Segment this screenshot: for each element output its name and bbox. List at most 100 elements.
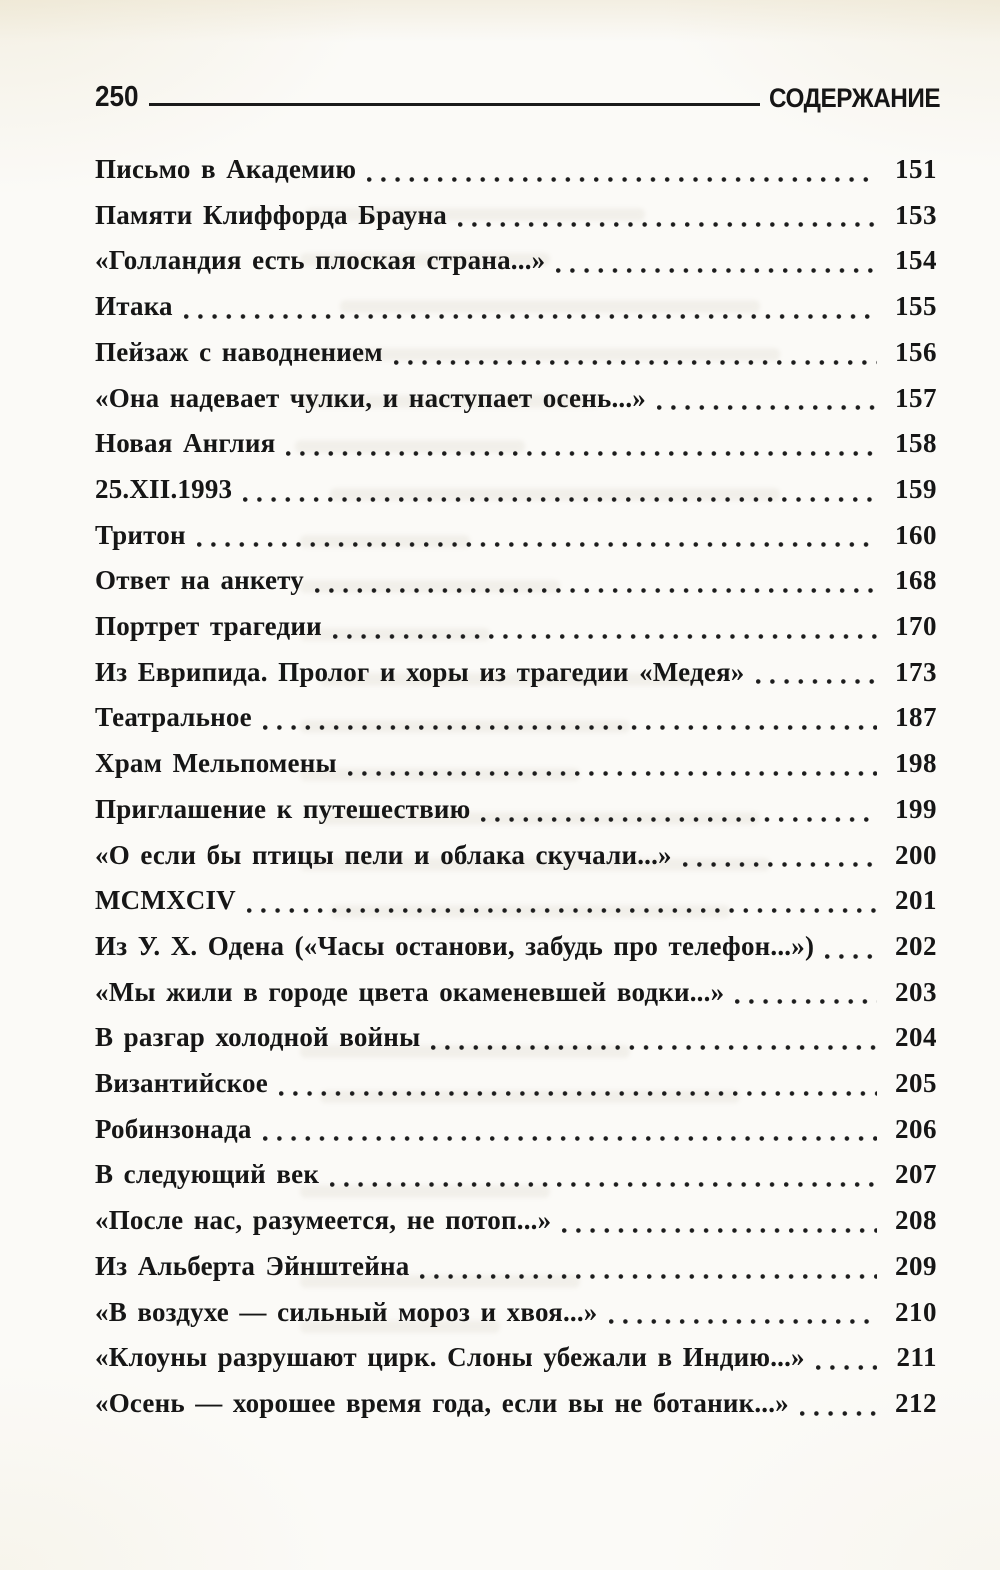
toc-entry: 25.XII.1993 159 bbox=[95, 467, 937, 513]
toc-entry-page: 208 bbox=[895, 1205, 937, 1236]
toc-entry: В разгар холодной войны 204 bbox=[95, 1015, 937, 1061]
toc-entry-title: «Мы жили в городе цвета окаменевшей водк… bbox=[95, 976, 725, 1007]
toc-entry: Ответ на анкету 168 bbox=[95, 558, 937, 604]
dot-leader bbox=[814, 1335, 878, 1381]
dot-leader bbox=[607, 1290, 878, 1336]
toc-entry-page: 210 bbox=[895, 1296, 937, 1327]
dot-leader bbox=[331, 604, 878, 650]
toc-entry-title: Робинзонада bbox=[95, 1113, 252, 1144]
toc-entry-title: «Она надевает чулки, и наступает осень..… bbox=[95, 382, 646, 413]
toc-entry-page: 203 bbox=[895, 976, 937, 1007]
header-rule bbox=[149, 103, 760, 106]
toc-entry-page: 206 bbox=[895, 1113, 937, 1144]
toc-entry-page: 160 bbox=[895, 519, 937, 550]
toc-entry-page: 200 bbox=[895, 839, 937, 870]
toc-entry: «Голландия есть плоская страна...» 154 bbox=[95, 238, 937, 284]
toc-entry-title: Портрет трагедии bbox=[95, 611, 322, 642]
toc-entry: Письмо в Академию 151 bbox=[95, 147, 937, 193]
toc-entry: Тритон 160 bbox=[95, 513, 937, 559]
toc-entry-page: 156 bbox=[895, 336, 937, 367]
toc-entry-title: Памяти Клиффорда Брауна bbox=[95, 199, 447, 230]
dot-leader bbox=[560, 1198, 877, 1244]
toc-entry-title: Храм Мельпомены bbox=[95, 748, 337, 779]
toc-entry: «Клоуны разрушают цирк. Слоны убежали в … bbox=[95, 1335, 937, 1381]
toc-entry: Театральное 187 bbox=[95, 695, 937, 741]
toc-entry-title: Письмо в Академию bbox=[95, 154, 357, 184]
toc-list: Письмо в Академию 151 Памяти Клиффорда Б… bbox=[95, 147, 937, 1427]
toc-entry: В следующий век 207 bbox=[95, 1152, 937, 1198]
toc-entry-title: Византийское bbox=[95, 1068, 268, 1099]
toc-entry-title: «После нас, разумеется, не потоп...» bbox=[95, 1205, 552, 1236]
dot-leader bbox=[655, 376, 877, 422]
toc-entry: «О если бы птицы пели и облака скучали..… bbox=[95, 833, 937, 879]
dot-leader bbox=[245, 878, 878, 924]
toc-entry-page: 154 bbox=[895, 245, 937, 276]
toc-entry: «Мы жили в городе цвета окаменевшей водк… bbox=[95, 970, 937, 1016]
dot-leader bbox=[554, 238, 877, 284]
dot-leader bbox=[733, 970, 877, 1016]
toc-entry: Робинзонада 206 bbox=[95, 1107, 937, 1153]
toc-entry-title: Из Еврипида. Пролог и хоры из трагедии «… bbox=[95, 656, 745, 687]
toc-entry-title: «Клоуны разрушают цирк. Слоны убежали в … bbox=[95, 1342, 805, 1373]
dot-leader bbox=[195, 513, 878, 559]
toc-entry: Из У. Х. Одена («Часы останови, забудь п… bbox=[95, 924, 937, 970]
dot-leader bbox=[798, 1381, 878, 1427]
toc-entry: Портрет трагедии 170 bbox=[95, 604, 937, 650]
toc-entry-page: 158 bbox=[895, 428, 937, 459]
toc-entry-title: Театральное bbox=[95, 702, 252, 733]
toc-entry-page: 205 bbox=[895, 1068, 937, 1099]
toc-entry-title: «Осень — хорошее время года, если вы не … bbox=[95, 1387, 789, 1418]
toc-entry-title: В разгар холодной войны bbox=[95, 1022, 421, 1053]
toc-entry: «Осень — хорошее время года, если вы не … bbox=[95, 1381, 937, 1427]
toc-entry-title: «О если бы птицы пели и облака скучали..… bbox=[95, 839, 672, 870]
toc-entry-page: 211 bbox=[896, 1342, 937, 1373]
toc-entry-title: Из У. Х. Одена («Часы останови, забудь п… bbox=[95, 930, 815, 961]
toc-entry-page: 209 bbox=[895, 1250, 937, 1281]
toc-entry-title: MCMXCIV bbox=[95, 885, 236, 916]
toc-entry-page: 207 bbox=[895, 1159, 937, 1190]
dot-leader bbox=[346, 741, 878, 787]
toc-entry-title: Тритон bbox=[95, 519, 186, 550]
toc-entry-page: 157 bbox=[895, 382, 937, 413]
toc-entry-page: 173 bbox=[895, 656, 937, 687]
dot-leader bbox=[429, 1015, 877, 1061]
dot-leader bbox=[392, 330, 878, 376]
running-head-title: СОДЕРЖАНИЕ bbox=[768, 83, 941, 113]
toc-entry: «Она надевает чулки, и наступает осень..… bbox=[95, 376, 937, 422]
toc-entry: «После нас, разумеется, не потоп...» 208 bbox=[95, 1198, 937, 1244]
toc-entry-title: Итака bbox=[95, 291, 173, 322]
toc-entry: MCMXCIV 201 bbox=[95, 878, 937, 924]
toc-entry-page: 155 bbox=[895, 291, 937, 322]
toc-entry: Из Еврипида. Пролог и хоры из трагедии «… bbox=[95, 650, 937, 696]
toc-entry-title: Пейзаж с наводнением bbox=[95, 336, 383, 367]
dot-leader bbox=[277, 1061, 878, 1107]
toc-entry-page: 168 bbox=[895, 565, 937, 596]
dot-leader bbox=[681, 833, 878, 879]
toc-entry: Памяти Клиффорда Брауна 153 bbox=[95, 193, 937, 239]
toc-entry: Византийское 205 bbox=[95, 1061, 937, 1107]
dot-leader bbox=[754, 650, 878, 696]
dot-leader bbox=[365, 147, 877, 193]
toc-entry-page: 199 bbox=[895, 793, 937, 824]
toc-entry-page: 153 bbox=[895, 199, 937, 230]
toc-entry-page: 204 bbox=[895, 1022, 937, 1053]
dot-leader bbox=[182, 284, 878, 330]
toc-entry-page: 151 bbox=[895, 154, 937, 184]
page-number-folio: 250 bbox=[95, 81, 139, 113]
toc-entry-title: Новая Англия bbox=[95, 428, 276, 459]
toc-entry: Новая Англия 158 bbox=[95, 421, 937, 467]
toc-entry-title: «В воздухе — сильный мороз и хвоя...» bbox=[95, 1296, 598, 1327]
dot-leader bbox=[261, 695, 878, 741]
dot-leader bbox=[284, 421, 877, 467]
toc-entry-title: Приглашение к путешествию bbox=[95, 793, 471, 824]
toc-entry: Пейзаж с наводнением 156 bbox=[95, 330, 937, 376]
toc-entry-page: 202 bbox=[895, 930, 937, 961]
toc-entry-page: 212 bbox=[895, 1387, 937, 1418]
dot-leader bbox=[418, 1244, 877, 1290]
dot-leader bbox=[241, 467, 877, 513]
toc-entry-page: 187 bbox=[895, 702, 937, 733]
toc-entry-title: Из Альберта Эйнштейна bbox=[95, 1250, 410, 1281]
toc-entry-title: 25.XII.1993 bbox=[95, 473, 233, 504]
toc-entry: Из Альберта Эйнштейна 209 bbox=[95, 1244, 937, 1290]
